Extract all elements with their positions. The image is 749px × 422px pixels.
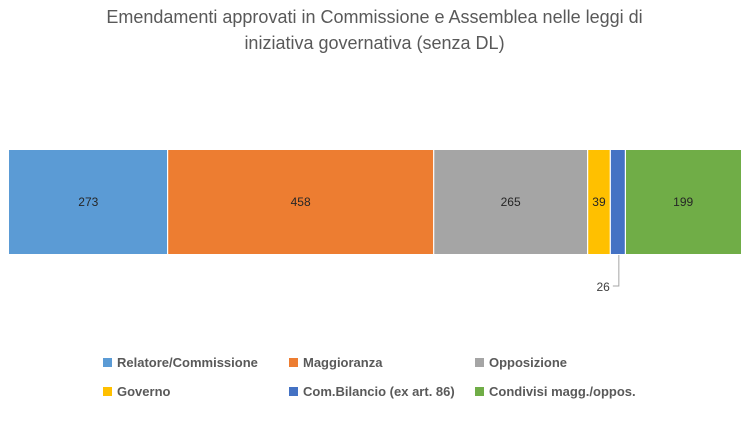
- bar-segment-4: [587, 150, 611, 254]
- data-label-2: 458: [291, 195, 311, 209]
- chart-title-line-1: Emendamenti approvati in Commissione e A…: [106, 7, 643, 27]
- chart-title-line-2: iniziativa governativa (senza DL): [244, 33, 505, 53]
- bar-segment-3: [433, 150, 588, 254]
- data-label-3: 265: [501, 195, 521, 209]
- bar-segment-6: [625, 150, 741, 254]
- bar-segment-5: [610, 150, 626, 254]
- bar-segment-2: [167, 150, 434, 254]
- data-label-4: 39: [592, 195, 606, 209]
- chart-title: Emendamenti approvati in Commissione e A…: [0, 4, 749, 56]
- bar-segment-1: [9, 150, 168, 254]
- data-label-5: 26: [596, 280, 610, 294]
- data-label-leader-line: [612, 255, 620, 287]
- data-label-1: 273: [78, 195, 98, 209]
- data-label-6: 199: [673, 195, 693, 209]
